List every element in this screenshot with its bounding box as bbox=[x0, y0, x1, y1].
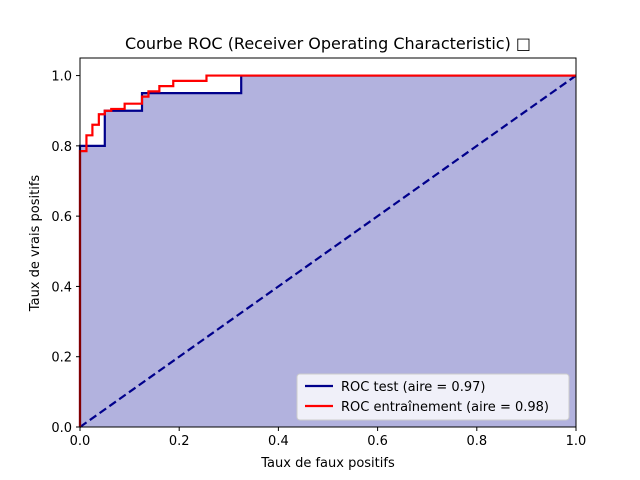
x-tick-label: 0.0 bbox=[70, 434, 91, 449]
y-tick-label: 0.2 bbox=[51, 351, 72, 366]
legend-label-series-0: ROC test (aire = 0.97) bbox=[341, 380, 485, 395]
y-tick-label: 1.0 bbox=[51, 70, 72, 85]
legend: ROC test (aire = 0.97) ROC entraînement (… bbox=[296, 373, 570, 421]
plot-frame bbox=[79, 57, 577, 428]
y-tick-label: 0.6 bbox=[51, 210, 72, 225]
x-tick-label: 1.0 bbox=[566, 434, 587, 449]
axis-ticks: 0.0 0.2 0.4 0.6 0.8 1.0 0.0 0.2 0.4 0.6 0.8 1.0 bbox=[51, 70, 586, 449]
x-axis-label: Taux de faux positifs bbox=[260, 456, 395, 471]
legend-box bbox=[296, 373, 570, 421]
y-tick-label: 0.4 bbox=[51, 280, 72, 295]
roc-curve-series-0 bbox=[78, 74, 576, 427]
x-tick-label: 0.4 bbox=[268, 434, 289, 449]
x-tick-label: 0.8 bbox=[466, 434, 487, 449]
legend-label-series-1: ROC entraînement (aire = 0.98) bbox=[341, 400, 549, 415]
roc-curve-series-1 bbox=[78, 74, 576, 427]
x-tick-label: 0.6 bbox=[367, 434, 388, 449]
y-axis-label: Taux de vrais positifs bbox=[28, 175, 43, 313]
x-tick-label: 0.2 bbox=[169, 434, 190, 449]
y-tick-label: 0.8 bbox=[51, 140, 72, 155]
diagonal-reference-line bbox=[79, 74, 577, 428]
plot-area bbox=[78, 57, 577, 428]
y-tick-label: 0.0 bbox=[51, 421, 72, 436]
chart-title: Courbe ROC (Receiver Operating Character… bbox=[125, 34, 531, 53]
